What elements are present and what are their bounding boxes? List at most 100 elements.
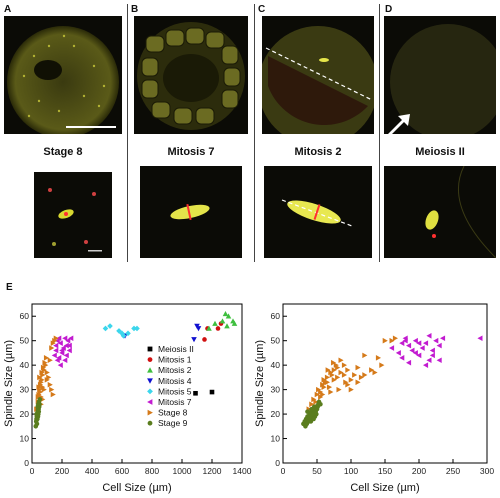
data-point bbox=[37, 389, 44, 395]
x-tick-label: 0 bbox=[30, 466, 35, 476]
data-point bbox=[219, 318, 226, 324]
data-point bbox=[406, 359, 412, 366]
data-point bbox=[348, 377, 354, 383]
data-point bbox=[231, 320, 238, 326]
data-point bbox=[41, 386, 47, 393]
data-point bbox=[409, 347, 415, 354]
data-point bbox=[329, 372, 335, 378]
data-point bbox=[311, 404, 317, 410]
data-point bbox=[402, 337, 408, 344]
data-point bbox=[35, 394, 41, 400]
x-axis-label: Cell Size (µm) bbox=[350, 482, 419, 494]
y-tick-label: 0 bbox=[24, 458, 29, 468]
plot-frame bbox=[282, 303, 488, 464]
data-point bbox=[56, 355, 62, 361]
data-point bbox=[341, 362, 347, 368]
legend-marker bbox=[147, 399, 153, 405]
data-point bbox=[331, 367, 337, 373]
data-point bbox=[399, 355, 405, 361]
data-point bbox=[389, 345, 395, 351]
data-point bbox=[331, 359, 337, 366]
data-point bbox=[51, 352, 57, 359]
y-tick-label: 30 bbox=[20, 385, 30, 395]
data-point bbox=[222, 310, 229, 317]
divider-cd bbox=[379, 4, 380, 262]
data-point bbox=[43, 355, 50, 361]
panel-letter-e: E bbox=[6, 282, 13, 293]
data-point bbox=[335, 364, 341, 371]
chart-right: 0 50 100 150 200 250 300 0 10 20 30 40 50 60 Cell Size… bbox=[255, 290, 500, 498]
data-point bbox=[440, 335, 446, 342]
y-axis-label: Spindle Size (µm) bbox=[3, 340, 15, 427]
data-point bbox=[125, 330, 131, 337]
y-tick-label: 20 bbox=[20, 409, 30, 419]
data-point bbox=[107, 323, 113, 329]
caption-meiosis2: Meiosis II bbox=[415, 146, 465, 158]
data-point bbox=[341, 372, 347, 378]
data-point bbox=[392, 335, 398, 342]
data-point bbox=[355, 379, 361, 386]
data-point bbox=[215, 326, 221, 331]
legend-label: Stage 9 bbox=[158, 418, 188, 428]
data-point bbox=[206, 325, 212, 331]
x-tick-label: 200 bbox=[412, 466, 426, 476]
data-point bbox=[313, 409, 318, 414]
x-tick-label: 1400 bbox=[233, 466, 252, 476]
data-point bbox=[321, 377, 327, 383]
stage8-spindle-image bbox=[34, 172, 112, 258]
data-point bbox=[436, 357, 442, 364]
legend-marker bbox=[147, 420, 153, 426]
data-point bbox=[66, 342, 72, 349]
data-point bbox=[362, 372, 368, 378]
y-tick-label: 60 bbox=[20, 311, 30, 321]
legend-marker bbox=[147, 388, 153, 395]
data-point bbox=[331, 377, 337, 383]
data-point bbox=[37, 374, 43, 381]
data-point bbox=[423, 362, 429, 368]
x-tick-label: 50 bbox=[312, 466, 322, 476]
series-stage-9 bbox=[33, 397, 43, 429]
data-point bbox=[423, 340, 429, 346]
legend-marker bbox=[147, 409, 153, 416]
data-point bbox=[57, 340, 63, 346]
x-tick-label: 100 bbox=[344, 466, 358, 476]
data-point bbox=[320, 381, 326, 388]
data-point bbox=[44, 377, 50, 383]
data-point bbox=[336, 386, 342, 393]
data-point bbox=[63, 342, 69, 349]
caption-mitosis2: Mitosis 2 bbox=[294, 146, 342, 158]
x-tick-label: 150 bbox=[378, 466, 392, 476]
data-point bbox=[382, 337, 388, 344]
data-point bbox=[36, 384, 42, 390]
data-point bbox=[224, 323, 230, 329]
data-point bbox=[358, 374, 364, 381]
panel-letter-d: D bbox=[385, 4, 393, 15]
x-tick-label: 250 bbox=[446, 466, 460, 476]
data-point bbox=[195, 326, 202, 332]
y-tick-label: 40 bbox=[20, 360, 30, 370]
data-point bbox=[375, 355, 381, 361]
caption-mitosis7: Mitosis 7 bbox=[167, 146, 215, 158]
data-point bbox=[38, 379, 44, 386]
legend-marker bbox=[147, 378, 153, 384]
data-point bbox=[49, 345, 55, 351]
data-point bbox=[39, 369, 45, 376]
data-point bbox=[193, 390, 198, 396]
data-point bbox=[395, 350, 401, 356]
x-tick-label: 0 bbox=[281, 466, 286, 476]
data-point bbox=[53, 347, 59, 354]
data-point bbox=[49, 386, 55, 393]
data-point bbox=[320, 391, 326, 398]
data-point bbox=[311, 416, 316, 422]
data-point bbox=[324, 374, 330, 381]
y-tick-label: 10 bbox=[271, 434, 281, 444]
x-tick-label: 1200 bbox=[203, 466, 222, 476]
data-point bbox=[345, 367, 351, 373]
data-point bbox=[419, 345, 425, 351]
data-point bbox=[63, 352, 69, 359]
data-point bbox=[303, 424, 308, 429]
data-point bbox=[412, 337, 418, 344]
plot-frame bbox=[31, 303, 243, 464]
mitosis2-spindle-image bbox=[264, 166, 372, 258]
data-point bbox=[429, 347, 435, 354]
